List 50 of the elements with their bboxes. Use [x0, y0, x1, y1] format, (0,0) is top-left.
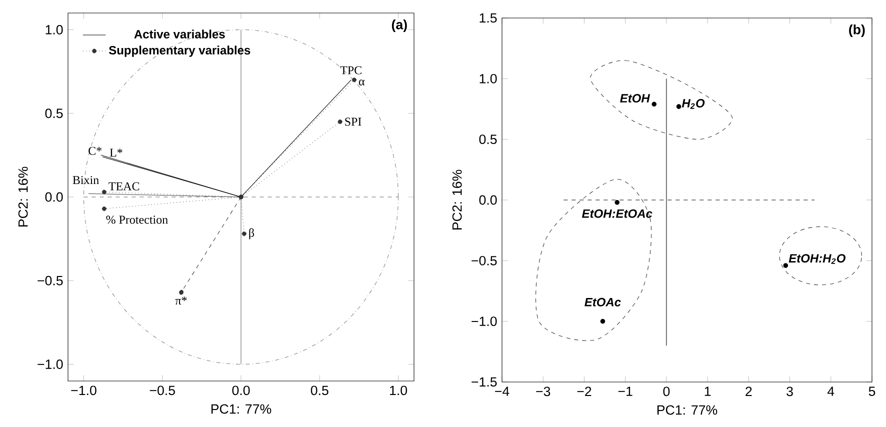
y-tick-label: −1.0	[472, 316, 497, 326]
annotation: α	[358, 80, 365, 86]
x-tick-label: 5	[868, 386, 876, 396]
annotation: L*	[110, 148, 122, 157]
y-tick-label: 1.0	[46, 25, 63, 34]
annotation: TEAC	[108, 182, 140, 190]
annotation: (a)	[392, 20, 407, 32]
x-tick-label: −1	[618, 386, 632, 396]
x-tick-label: 3	[786, 386, 793, 396]
x-tick-label: −1.0	[71, 386, 96, 396]
y-tick-label: 0.0	[479, 195, 497, 205]
x-tick-label: 4	[827, 386, 834, 396]
annotation: EtOH:EtOAc	[582, 209, 652, 218]
y-tick-label: 0.0	[45, 192, 63, 202]
annotation: % Protection	[106, 216, 168, 224]
y-tick-label: 1.5	[480, 13, 497, 23]
x-tick-label: −2	[577, 386, 592, 396]
annotation: (b)	[849, 24, 865, 37]
x-tick-label: −0.5	[150, 386, 175, 396]
y-axis-title: PC2: 16%	[452, 170, 462, 230]
x-tick-label: −3	[536, 386, 550, 396]
y-tick-label: −1.5	[472, 377, 497, 387]
annotation: π*	[175, 296, 187, 305]
x-tick-label: 0.5	[310, 386, 328, 396]
annotation: C*	[88, 146, 102, 155]
annotation: EtOAc	[584, 298, 621, 306]
x-tick-label: 2	[746, 386, 752, 396]
annotation: EtOH:H$_{2}$O	[788, 254, 846, 264]
y-tick-label: 1.0	[480, 74, 497, 84]
x-tick-label: −4	[495, 386, 510, 396]
annotation: SPI	[345, 118, 362, 126]
legend-label: Active variables	[134, 30, 225, 38]
x-tick-label: 1	[704, 386, 711, 396]
x-tick-label: 1.0	[390, 386, 408, 396]
x-tick-label: 0.0	[232, 386, 250, 396]
annotation: H$_{2}$O	[682, 98, 705, 109]
y-tick-label: −1.0	[38, 360, 63, 369]
y-tick-label: −0.5	[38, 276, 63, 286]
x-tick-label: 0	[663, 386, 670, 396]
y-tick-label: 0.5	[479, 134, 497, 144]
y-tick-label: −0.5	[472, 256, 497, 266]
annotation: EtOH	[620, 94, 650, 103]
legend-label: Supplementary variables	[108, 46, 250, 57]
x-axis-title: PC1: 77%	[657, 405, 718, 415]
annotation: TPC	[340, 66, 362, 74]
y-axis-title: PC2: 16%	[18, 166, 28, 227]
annotation: β	[249, 228, 254, 240]
annotation: Bixin	[72, 176, 99, 184]
x-axis-title: PC1: 77%	[211, 404, 272, 414]
y-tick-label: 0.5	[45, 108, 63, 118]
